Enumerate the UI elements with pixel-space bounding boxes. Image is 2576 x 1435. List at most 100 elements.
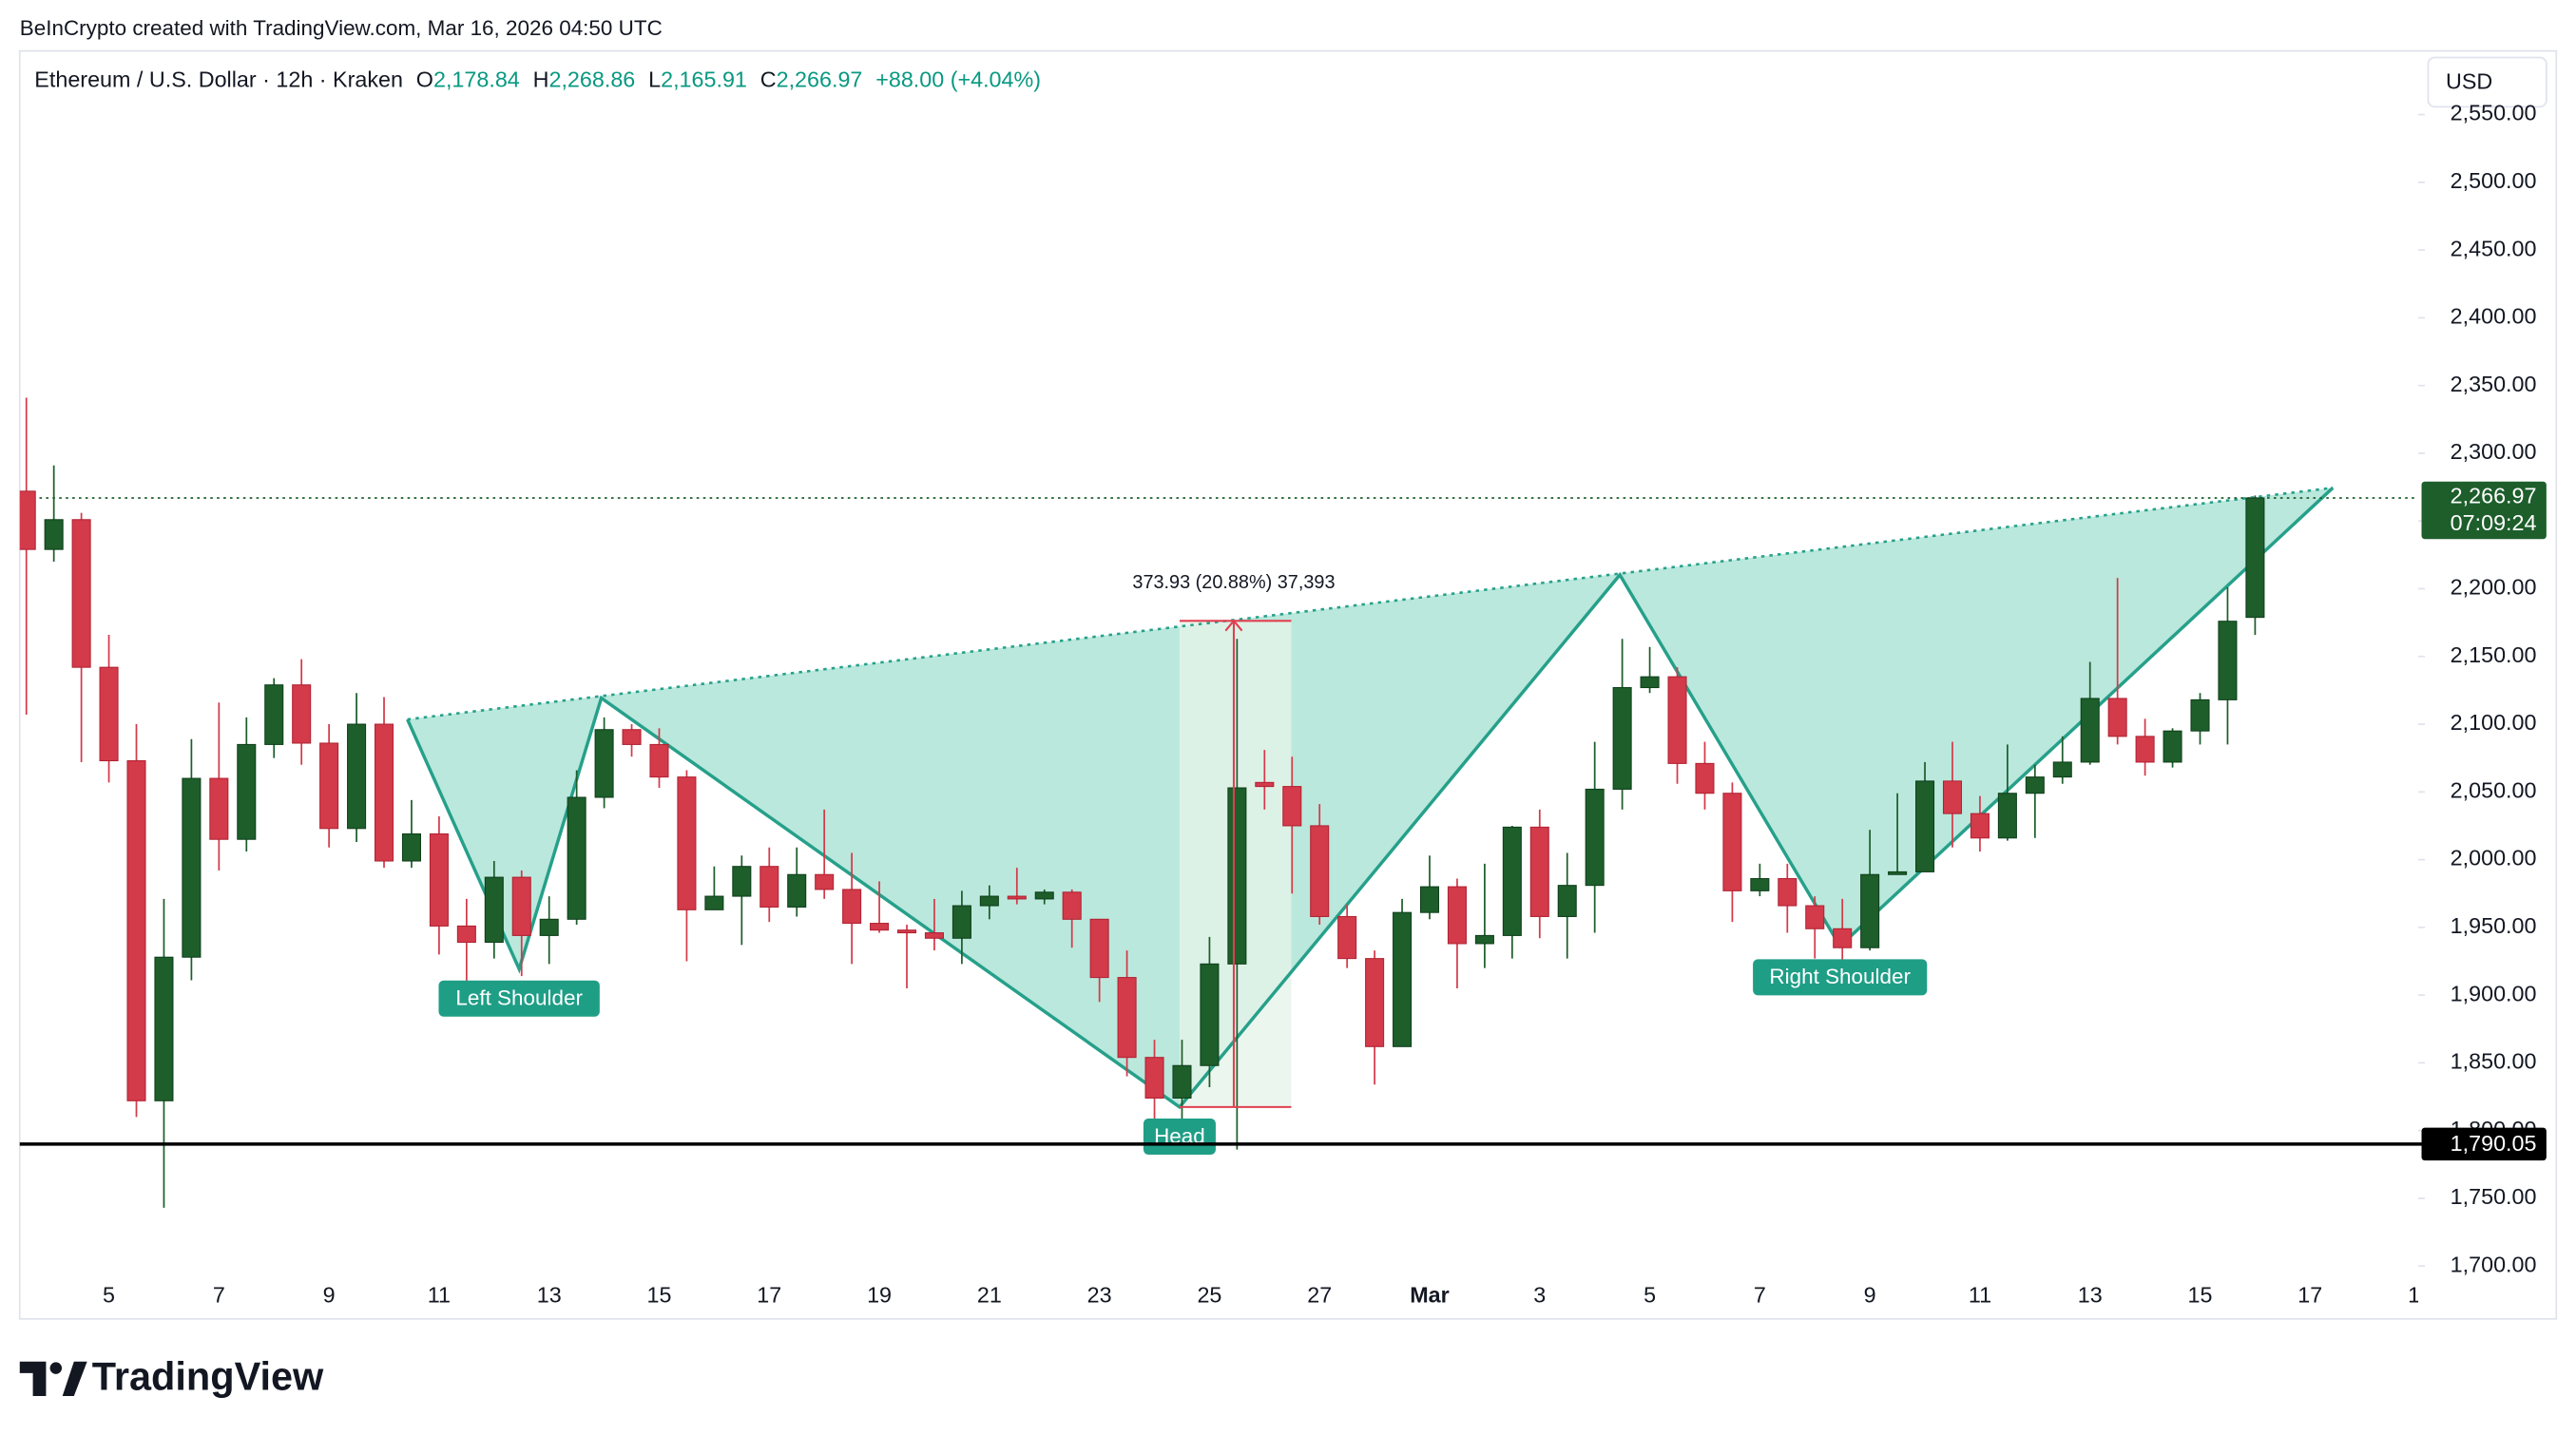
ohlc-key: C bbox=[760, 67, 777, 92]
x-tick-label: 17 bbox=[757, 1283, 781, 1308]
logo-mark bbox=[62, 1361, 87, 1397]
candle-body bbox=[677, 776, 697, 910]
candle-body bbox=[1117, 977, 1137, 1059]
candle-body bbox=[815, 873, 835, 890]
ohlc-value: 2,268.86 bbox=[548, 67, 635, 92]
support-tag bbox=[2421, 1127, 2547, 1161]
support-label: 1,790.05 bbox=[2451, 1131, 2537, 1156]
candle-body bbox=[1393, 911, 1413, 1047]
x-tick-label: 11 bbox=[1969, 1283, 1991, 1308]
annotation: Right Shoulder bbox=[1769, 965, 1911, 988]
chart-frame bbox=[18, 49, 2558, 1320]
candle-body bbox=[1365, 958, 1385, 1047]
candle-body bbox=[264, 684, 284, 745]
x-tick-label: 5 bbox=[103, 1283, 115, 1308]
candle-body bbox=[292, 684, 312, 744]
candle-body bbox=[1255, 781, 1275, 788]
brand-logo: TradingView bbox=[19, 1354, 324, 1399]
x-tick-label: 25 bbox=[1197, 1283, 1221, 1308]
header: BeInCrypto created with TradingView.com,… bbox=[20, 16, 663, 40]
candle-body bbox=[1612, 687, 1632, 790]
candles bbox=[19, 397, 2265, 1208]
candle-body bbox=[429, 832, 449, 927]
candle-body bbox=[567, 796, 586, 920]
x-tick-label: 15 bbox=[647, 1283, 672, 1308]
y-tick-label: 2,500.00 bbox=[2451, 168, 2537, 193]
x-tick-label: 27 bbox=[1307, 1283, 1332, 1308]
x-tick-label: 3 bbox=[1533, 1283, 1546, 1308]
y-tick-label: 2,050.00 bbox=[2451, 777, 2537, 802]
candle-body bbox=[1805, 905, 1825, 929]
candle-body bbox=[1970, 813, 1990, 839]
candle-body bbox=[374, 723, 394, 862]
price-tags: 2,266.97 07:09:24 1,790.05 bbox=[2421, 481, 2547, 1161]
candle-body bbox=[44, 519, 64, 550]
legend-bg bbox=[23, 55, 1157, 105]
candle-body bbox=[319, 742, 339, 830]
candle-body bbox=[99, 666, 119, 762]
ohlc-value: 2,266.97 bbox=[777, 67, 863, 92]
neckline bbox=[407, 487, 2334, 721]
candle-body bbox=[649, 743, 669, 778]
legend: Ethereum / U.S. Dollar · 12h · Kraken O2,… bbox=[34, 67, 1041, 92]
y-tick-label: 2,550.00 bbox=[2451, 101, 2537, 125]
candle-body bbox=[1034, 891, 1054, 900]
y-tick-label: 1,900.00 bbox=[2451, 981, 2537, 1005]
annotation-box bbox=[438, 980, 600, 1017]
candle-body bbox=[484, 876, 504, 944]
candle-body bbox=[2190, 698, 2210, 732]
x-tick-group: 5 7 9 11 13 15 17 19 21 23 25 27 Mar 3 5 7 9 11 13 15 17 19 bbox=[103, 1283, 2418, 1308]
candle-body bbox=[1640, 676, 1660, 689]
candle-body bbox=[126, 760, 146, 1101]
candle-body bbox=[182, 777, 202, 958]
ohlc-key: H bbox=[533, 67, 549, 92]
candle-body bbox=[2135, 736, 2155, 763]
last-price-tag bbox=[2421, 481, 2547, 540]
y-tick-label: 1,750.00 bbox=[2451, 1184, 2537, 1209]
candle-body bbox=[1502, 826, 1522, 936]
candle-body bbox=[1888, 871, 1908, 875]
ohlc-value: 2,178.84 bbox=[433, 67, 520, 92]
candle-body bbox=[1860, 873, 1880, 948]
candle-body bbox=[1778, 878, 1797, 907]
candle-body bbox=[1667, 676, 1687, 764]
candle-body bbox=[1419, 886, 1440, 913]
candle-body bbox=[1722, 793, 1742, 891]
candle-body bbox=[1750, 878, 1770, 891]
candle-body bbox=[19, 490, 36, 550]
x-tick-label: 23 bbox=[1087, 1283, 1112, 1308]
x-tick-label: 15 bbox=[2188, 1283, 2213, 1308]
logo-mark bbox=[49, 1362, 63, 1374]
candle-body bbox=[1337, 915, 1357, 960]
candle-body bbox=[401, 832, 421, 862]
candle-body bbox=[1282, 786, 1302, 827]
candle-body bbox=[1474, 934, 1494, 945]
measure-label: 373.93 (20.88%) 37,393 bbox=[1132, 572, 1335, 593]
candle-body bbox=[979, 895, 999, 907]
candle-body bbox=[594, 729, 614, 798]
candle-body bbox=[842, 889, 862, 925]
currency: USD bbox=[2446, 68, 2492, 93]
candle-body bbox=[209, 777, 229, 840]
candle-body bbox=[2218, 621, 2238, 700]
currency-button[interactable] bbox=[2427, 56, 2547, 108]
y-tick-label: 2,450.00 bbox=[2451, 236, 2537, 260]
candle-body bbox=[924, 932, 944, 939]
x-tick-label: 19 bbox=[867, 1283, 892, 1308]
x-tick-label: 13 bbox=[537, 1283, 562, 1308]
candle-body bbox=[154, 956, 174, 1101]
candle-body bbox=[870, 923, 890, 931]
candle-body bbox=[1062, 891, 1082, 920]
x-tick-label: 5 bbox=[1644, 1283, 1656, 1308]
x-tick-label: 13 bbox=[2078, 1283, 2103, 1308]
x-tick-label: 17 bbox=[2297, 1283, 2322, 1308]
y-tick-label: 1,700.00 bbox=[2451, 1252, 2537, 1276]
candle-body bbox=[1695, 762, 1715, 794]
y-tick-label: 1,850.00 bbox=[2451, 1049, 2537, 1074]
candle-body bbox=[952, 905, 971, 939]
x-tick-label: 9 bbox=[1864, 1283, 1876, 1308]
x-tick-label: 7 bbox=[213, 1283, 225, 1308]
symbol-title: Ethereum / U.S. Dollar · 12h · Kraken bbox=[34, 67, 403, 92]
candle-body bbox=[1529, 826, 1549, 917]
